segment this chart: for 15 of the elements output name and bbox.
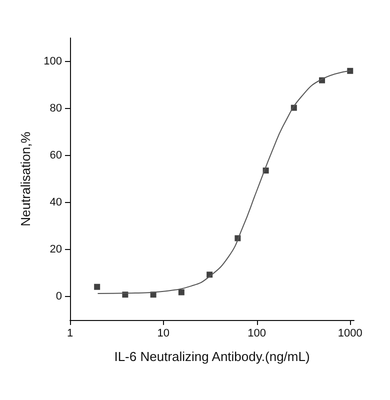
y-axis-title: Neutralisation,% <box>18 131 33 226</box>
point <box>347 68 354 74</box>
x-tick-label: 10 <box>157 328 170 340</box>
y-tick-label: 80 <box>50 102 62 114</box>
y-tick-label: 60 <box>50 150 62 162</box>
x-tick-label: 1000 <box>338 328 362 340</box>
x-tick-label: 1 <box>66 328 74 340</box>
point <box>94 284 100 290</box>
y-tick-label: 40 <box>50 196 62 208</box>
x-tick-label: 100 <box>248 328 266 340</box>
point <box>178 289 184 296</box>
x-axis-title: IL-6 Neutralizing Antibody.(ng/mL) <box>114 349 310 364</box>
y-tick-label: 100 <box>44 56 62 68</box>
y-tick-label: 20 <box>50 244 62 256</box>
y-tick-label: 0 <box>56 290 62 302</box>
